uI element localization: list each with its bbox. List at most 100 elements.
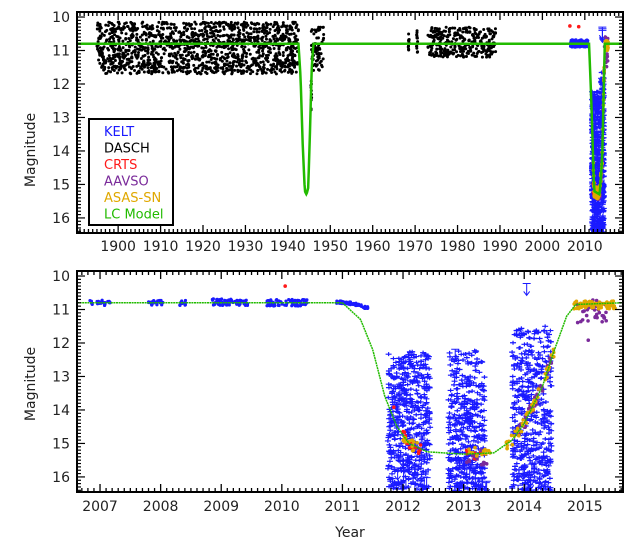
kelt-point xyxy=(509,415,516,420)
dasch-point xyxy=(145,26,149,30)
dasch-point xyxy=(122,25,126,29)
dasch-point xyxy=(234,56,238,60)
kelt-point xyxy=(481,418,488,423)
dasch-point xyxy=(290,71,294,75)
kelt-point xyxy=(390,395,397,400)
kelt-point xyxy=(509,472,516,477)
dasch-point xyxy=(150,70,154,74)
dasch-point xyxy=(113,59,117,63)
dasch-point xyxy=(235,64,239,68)
kelt-point xyxy=(545,480,552,485)
dasch-point xyxy=(151,49,155,53)
kelt-point xyxy=(415,424,422,429)
kelt-point xyxy=(409,421,416,426)
dasch-point xyxy=(243,25,247,29)
dasch-point xyxy=(458,34,462,38)
dasch-point xyxy=(212,39,216,43)
x-tick-label: 1990 xyxy=(482,239,518,255)
kelt-point xyxy=(599,207,606,212)
kelt-point xyxy=(397,450,404,455)
dasch-point xyxy=(186,59,190,63)
dasch-point xyxy=(135,71,139,75)
kelt-point xyxy=(389,471,396,476)
dasch-point xyxy=(205,37,209,41)
kelt-point xyxy=(394,407,401,412)
dasch-point xyxy=(464,26,468,30)
dasch-point xyxy=(192,50,196,54)
kelt-point xyxy=(445,397,452,402)
dasch-point xyxy=(248,72,252,76)
kelt-point xyxy=(519,391,526,396)
dasch-point xyxy=(249,64,253,68)
kelt-point xyxy=(536,477,543,482)
dasch-point xyxy=(281,53,285,57)
dasch-point xyxy=(113,33,117,37)
dasch-point xyxy=(321,25,325,29)
dasch-point xyxy=(478,39,482,43)
kelt-point xyxy=(531,356,538,361)
dasch-point xyxy=(282,69,286,73)
kelt-point xyxy=(385,385,392,390)
kelt-point xyxy=(524,342,531,347)
kelt-point xyxy=(398,441,405,446)
kelt-point xyxy=(468,398,475,403)
kelt-point xyxy=(452,449,459,454)
kelt-point xyxy=(406,433,413,438)
dasch-point xyxy=(472,36,476,40)
dasch-point xyxy=(172,70,176,74)
dasch-point xyxy=(182,30,186,34)
plot-area xyxy=(77,282,623,492)
dasch-point xyxy=(272,37,276,41)
kelt-point xyxy=(455,349,462,354)
dasch-point xyxy=(480,55,484,59)
dasch-point xyxy=(144,46,148,50)
dasch-point xyxy=(186,45,190,49)
dasch-point xyxy=(157,30,161,34)
dasch-point xyxy=(178,66,182,70)
dasch-point xyxy=(451,26,455,30)
dasch-point xyxy=(113,29,117,33)
kelt-point xyxy=(515,393,522,398)
kelt-point xyxy=(398,386,405,391)
kelt-point xyxy=(449,441,456,446)
kelt-point xyxy=(479,415,486,420)
dasch-point xyxy=(145,63,149,67)
kelt-point xyxy=(526,438,533,443)
kelt-point xyxy=(479,423,486,428)
dasch-point xyxy=(273,20,277,24)
kelt-point xyxy=(539,400,546,405)
dasch-point xyxy=(235,60,239,64)
kelt-point xyxy=(460,358,467,363)
dasch-point xyxy=(231,38,235,42)
dasch-point xyxy=(242,50,246,54)
kelt-point xyxy=(481,398,488,403)
dasch-point xyxy=(131,25,135,29)
kelt-point xyxy=(466,424,473,429)
dasch-point xyxy=(293,63,297,67)
dasch-point xyxy=(185,66,189,70)
kelt-point xyxy=(459,381,466,386)
kelt-point xyxy=(541,349,548,354)
kelt-point xyxy=(409,363,416,368)
dasch-point xyxy=(174,29,178,33)
kelt-point xyxy=(542,436,549,441)
kelt-point xyxy=(461,393,468,398)
dasch-point xyxy=(273,56,277,60)
kelt-point xyxy=(449,401,456,406)
dasch-point xyxy=(257,22,261,26)
dasch-point xyxy=(458,36,462,40)
dasch-point xyxy=(209,49,213,53)
dasch-point xyxy=(492,34,496,38)
kelt-point xyxy=(538,422,545,427)
dasch-point xyxy=(261,65,265,69)
dasch-point xyxy=(165,22,169,26)
crts-point xyxy=(576,24,581,29)
dasch-point xyxy=(222,62,226,66)
dasch-point xyxy=(152,58,156,62)
dasch-point xyxy=(117,38,121,42)
dasch-point xyxy=(261,60,265,64)
dasch-point xyxy=(445,38,449,42)
dasch-point xyxy=(487,45,491,49)
dasch-point xyxy=(207,60,211,64)
kelt-point xyxy=(518,331,525,336)
